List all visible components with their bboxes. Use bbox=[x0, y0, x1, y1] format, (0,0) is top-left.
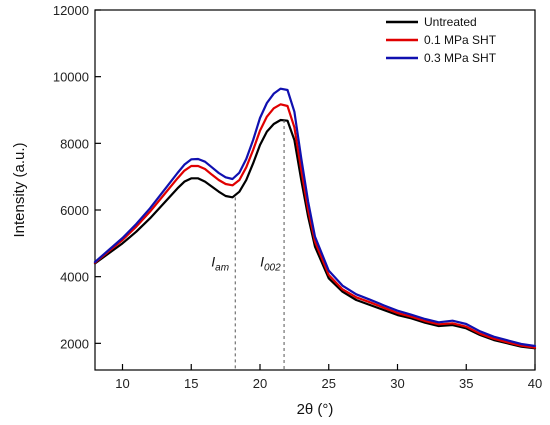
x-tick-label-6: 35 bbox=[459, 376, 473, 391]
x-tick-label-1: 10 bbox=[115, 376, 129, 391]
axes: 10 15 20 25 30 35 40 2000 4000 6000 8000 10000 12000 bbox=[53, 3, 542, 391]
y-tick-label-2: 4000 bbox=[60, 270, 89, 285]
legend: Untreated 0.1 MPa SHT 0.3 MPa SHT bbox=[386, 15, 497, 65]
annotation-label-2: I002 bbox=[260, 254, 281, 274]
annotation-label-1: Iam bbox=[211, 254, 229, 274]
y-tick-label-5: 10000 bbox=[53, 70, 89, 85]
series-group bbox=[93, 87, 537, 350]
legend-label-1: Untreated bbox=[424, 15, 477, 29]
x-axis-title: 2θ (°) bbox=[297, 401, 334, 418]
y-tick-label-4: 8000 bbox=[60, 136, 89, 151]
y-axis-title: Intensity (a.u.) bbox=[11, 142, 28, 237]
x-tick-label-3: 20 bbox=[253, 376, 267, 391]
y-tick-label-6: 12000 bbox=[53, 3, 89, 18]
y-tick-label-3: 6000 bbox=[60, 203, 89, 218]
legend-label-3: 0.3 MPa SHT bbox=[424, 51, 497, 65]
x-tick-label-2: 15 bbox=[184, 376, 198, 391]
plot-frame bbox=[94, 9, 536, 371]
series-line-1 bbox=[93, 118, 537, 350]
legend-label-2: 0.1 MPa SHT bbox=[424, 33, 497, 47]
series-line-2 bbox=[93, 103, 537, 349]
y-tick-label-1: 2000 bbox=[60, 336, 89, 351]
x-tick-label-7: 40 bbox=[528, 376, 542, 391]
x-tick-label-5: 30 bbox=[390, 376, 404, 391]
series-line-3 bbox=[93, 87, 537, 348]
x-tick-label-4: 25 bbox=[322, 376, 336, 391]
